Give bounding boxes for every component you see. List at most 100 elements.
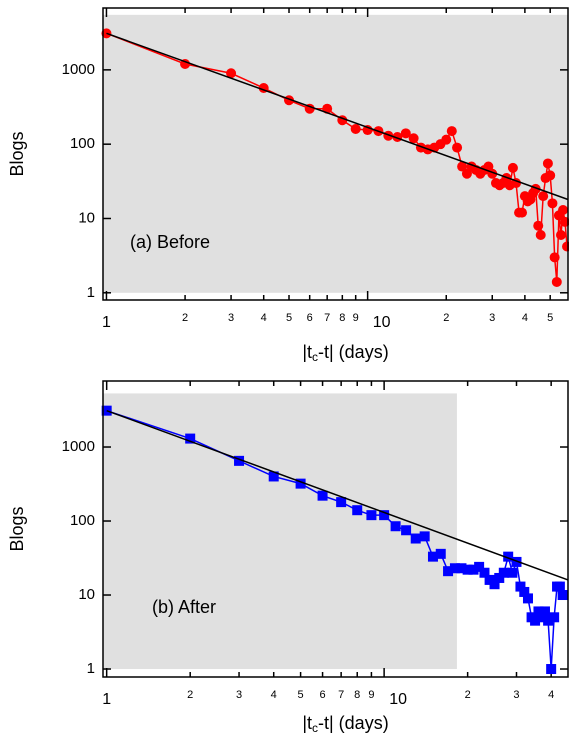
marker <box>542 158 553 169</box>
marker <box>522 593 533 604</box>
marker <box>441 134 452 145</box>
x-axis-label-part: -t| (days) <box>318 342 389 362</box>
marker <box>538 191 549 202</box>
marker <box>456 563 467 574</box>
marker <box>317 490 328 501</box>
marker <box>449 563 460 574</box>
marker <box>546 664 557 675</box>
x-tick-label: 2 <box>187 689 193 701</box>
x-tick-label: 6 <box>320 689 326 701</box>
x-tick-label: 1 <box>102 691 111 708</box>
marker <box>268 471 279 482</box>
marker <box>507 162 518 173</box>
marker <box>468 564 479 575</box>
marker <box>547 198 558 209</box>
marker <box>234 455 245 466</box>
y-tick-label: 100 <box>70 512 95 529</box>
annotation: (b) After <box>152 597 216 617</box>
x-axis-label-part: |t <box>302 342 312 362</box>
plot-frame <box>102 380 569 678</box>
annotation: (a) Before <box>130 232 210 252</box>
y-tick-label: 1 <box>87 284 95 301</box>
marker <box>185 433 196 444</box>
marker <box>226 68 237 79</box>
marker <box>408 133 419 144</box>
marker <box>554 581 565 592</box>
y-tick-label: 10 <box>78 209 95 226</box>
marker <box>435 548 446 559</box>
y-axis-label: Blogs <box>7 131 27 176</box>
y-tick-label: 1000 <box>62 61 95 78</box>
marker <box>352 505 363 516</box>
marker <box>419 531 430 542</box>
marker <box>366 510 377 521</box>
marker <box>535 229 546 240</box>
marker <box>379 510 390 521</box>
marker <box>461 168 472 179</box>
marker <box>400 128 411 139</box>
marker <box>530 615 541 626</box>
x-axis-label-part: |t <box>302 713 312 733</box>
marker <box>474 561 485 572</box>
fit-line <box>106 32 569 201</box>
marker <box>498 567 509 578</box>
marker <box>549 252 560 263</box>
x-tick-label: 4 <box>261 312 267 324</box>
x-tick-label: 4 <box>548 689 554 701</box>
marker <box>401 525 412 536</box>
marker <box>533 606 544 617</box>
x-tick-label: 4 <box>522 312 528 324</box>
x-axis-label: |tc-t| (days) <box>302 342 388 364</box>
x-tick-label: 2 <box>443 312 449 324</box>
x-tick-label: 3 <box>236 689 242 701</box>
x-tick-label: 10 <box>389 691 407 708</box>
marker <box>489 579 500 590</box>
marker <box>545 170 556 181</box>
marker <box>543 615 554 626</box>
x-tick-label: 9 <box>353 312 359 324</box>
x-tick-label: 9 <box>368 689 374 701</box>
x-axis-label: |tc-t| (days) <box>302 713 388 735</box>
x-tick-label: 3 <box>228 312 234 324</box>
marker <box>446 126 457 137</box>
marker <box>511 556 522 567</box>
x-tick-label: 5 <box>286 312 292 324</box>
marker <box>517 207 528 218</box>
plot-frame <box>102 7 569 301</box>
x-axis-label-sub: c <box>312 350 318 364</box>
marker <box>295 478 306 489</box>
marker <box>556 229 567 240</box>
y-tick-label: 100 <box>70 135 95 152</box>
marker <box>549 612 560 623</box>
marker <box>515 581 526 592</box>
x-axis-label-part: -t| (days) <box>318 713 389 733</box>
marker <box>557 590 568 601</box>
marker <box>533 220 544 231</box>
fit-line <box>106 409 569 581</box>
marker <box>558 205 569 216</box>
marker <box>427 551 438 562</box>
marker <box>410 533 421 544</box>
marker <box>479 567 490 578</box>
y-tick-label: 1000 <box>62 438 95 455</box>
marker <box>457 161 468 172</box>
marker <box>519 586 530 597</box>
marker <box>539 606 550 617</box>
marker <box>507 567 518 578</box>
x-tick-label: 4 <box>271 689 277 701</box>
x-tick-label: 8 <box>354 689 360 701</box>
x-tick-label: 5 <box>547 312 553 324</box>
x-tick-label: 3 <box>489 312 495 324</box>
x-tick-label: 3 <box>513 689 519 701</box>
marker <box>494 572 505 583</box>
marker <box>536 612 547 623</box>
marker <box>462 564 473 575</box>
x-tick-label: 2 <box>465 689 471 701</box>
marker <box>551 276 562 287</box>
x-tick-label: 7 <box>324 312 330 324</box>
y-tick-label: 1 <box>87 660 95 677</box>
x-tick-label: 1 <box>102 314 111 331</box>
marker <box>350 124 361 135</box>
